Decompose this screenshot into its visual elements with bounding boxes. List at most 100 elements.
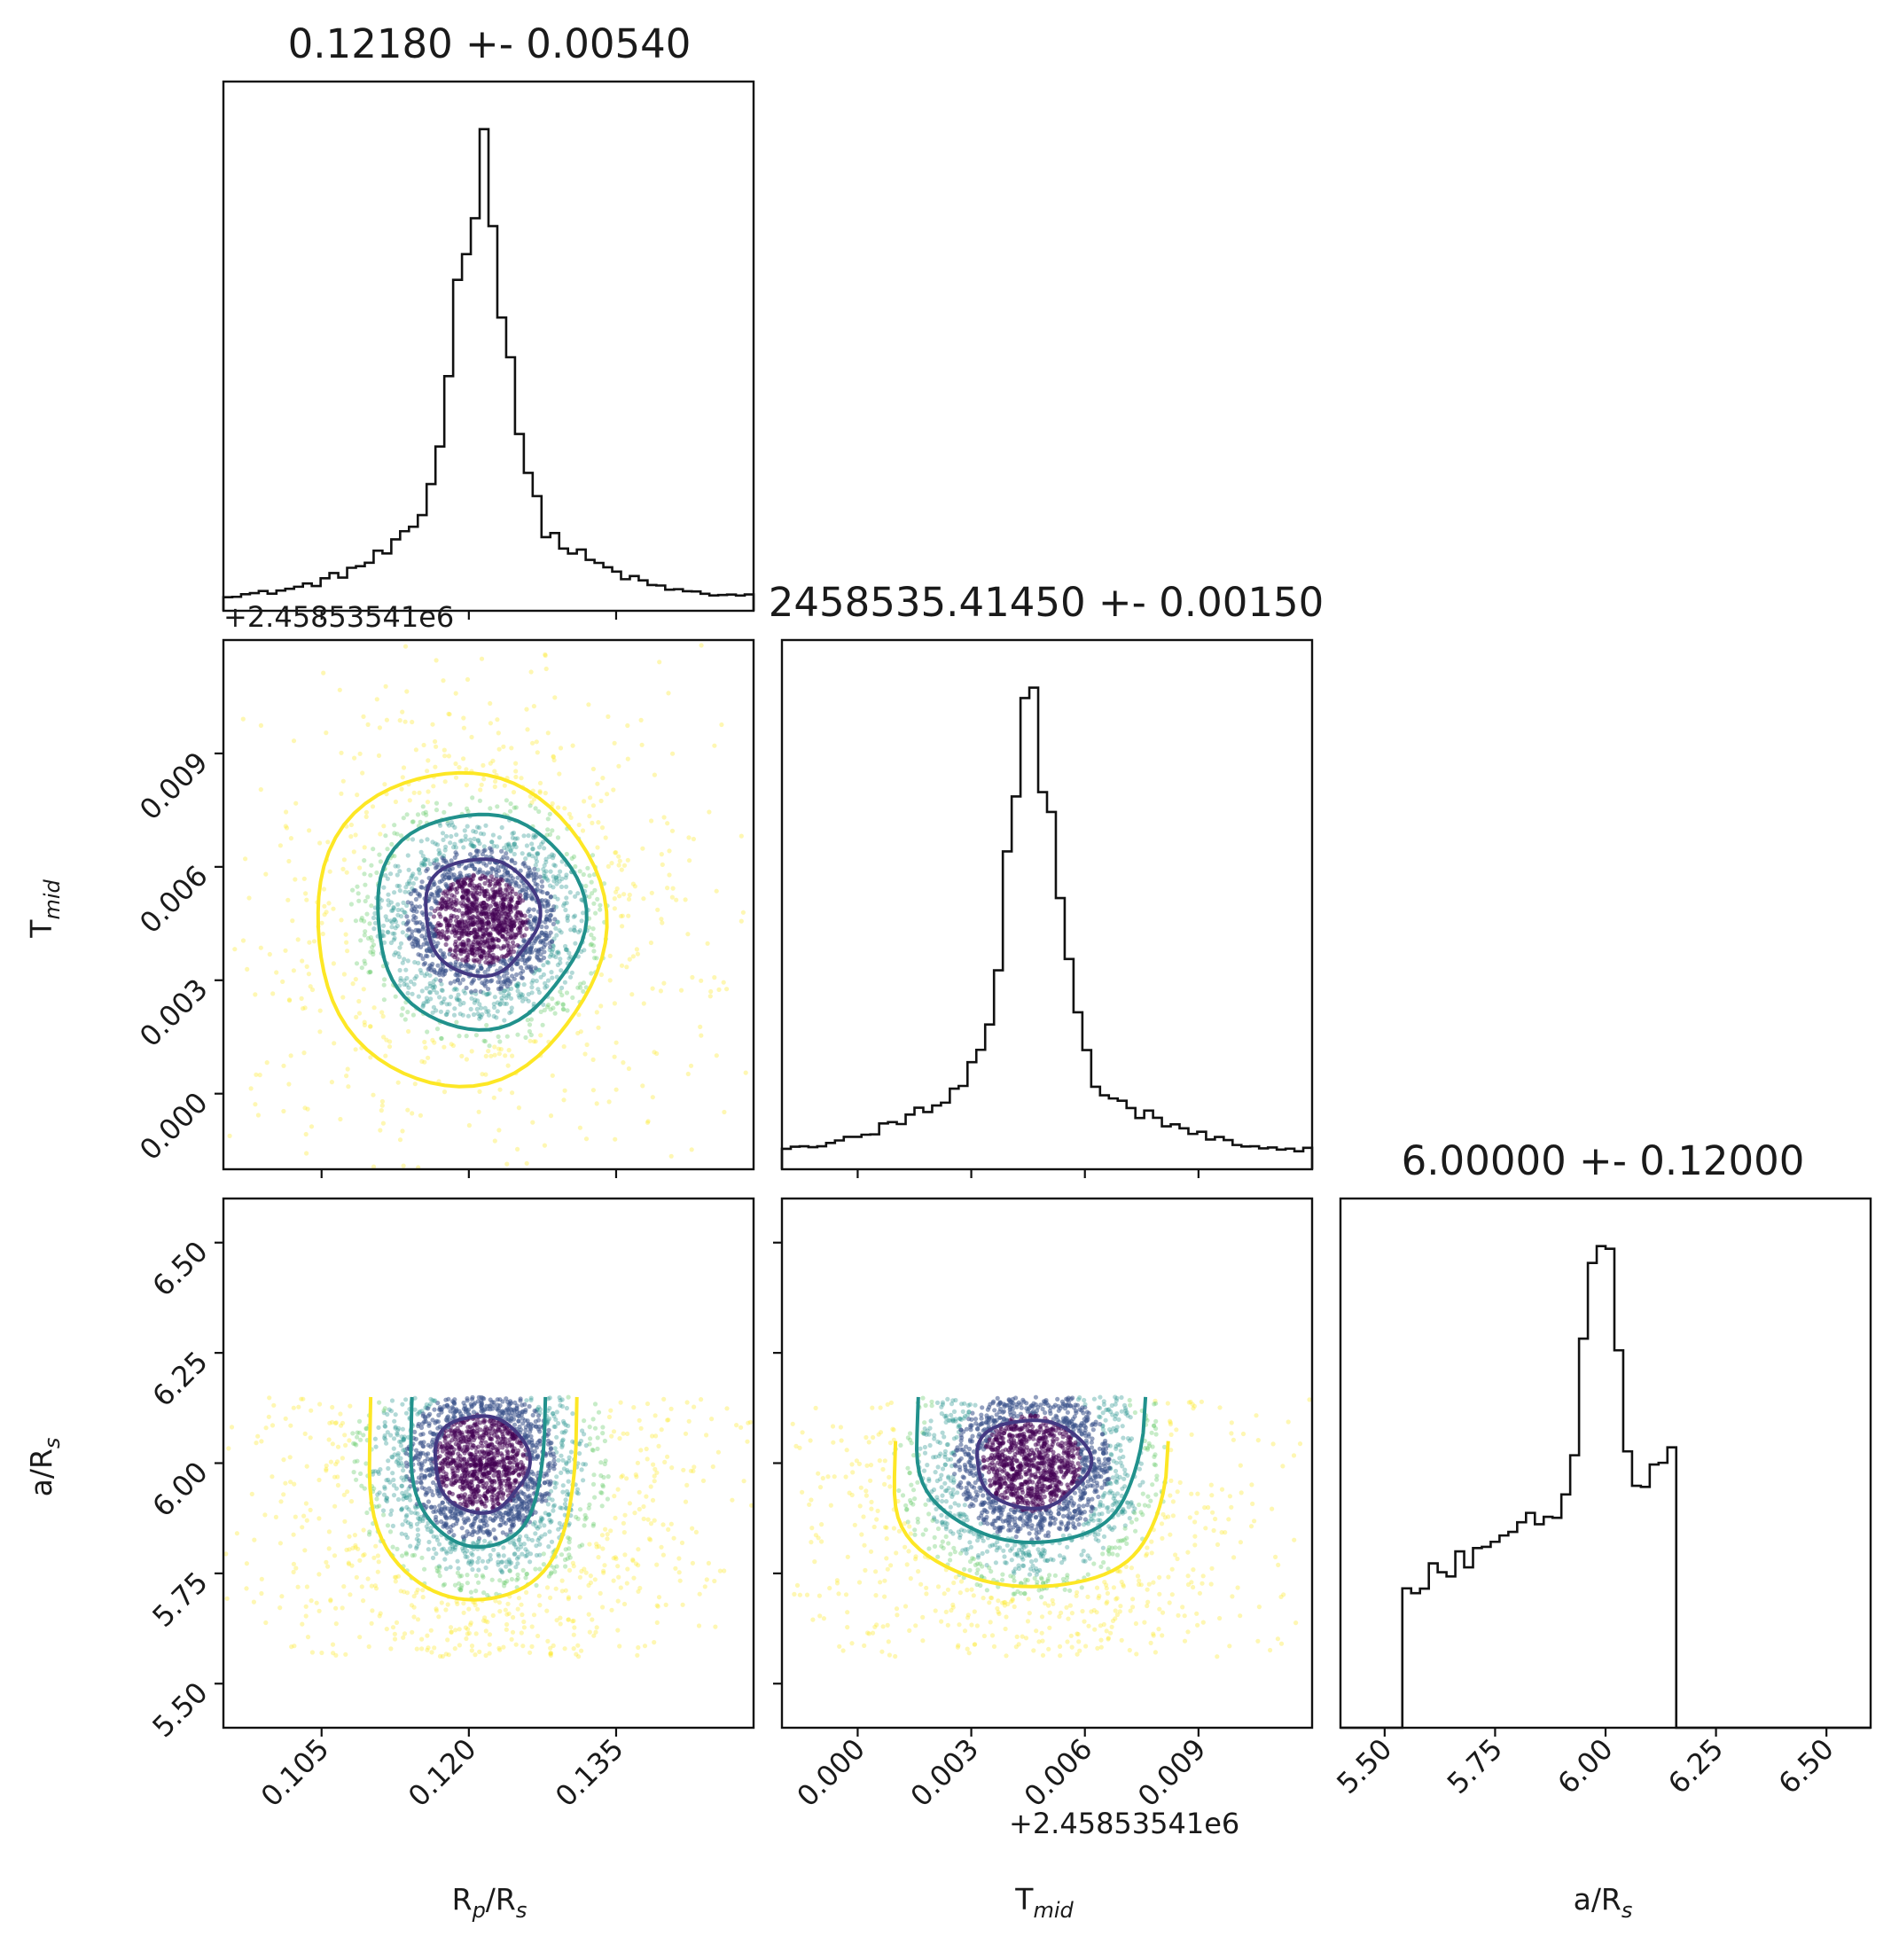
scatter-point (418, 839, 424, 844)
scatter-point (409, 875, 414, 880)
scatter-point (274, 970, 279, 975)
scatter-point (471, 1011, 477, 1018)
scatter-point (679, 1540, 685, 1545)
scatter-point (474, 1006, 480, 1011)
scatter-point (411, 981, 417, 987)
scatter-point (422, 862, 427, 867)
scatter-point (324, 910, 329, 915)
scatter-point (579, 1467, 584, 1472)
scatter-point (513, 891, 519, 897)
scatter-point (430, 1492, 435, 1497)
scatter-point (661, 1396, 667, 1402)
scatter-point (588, 1436, 593, 1441)
scatter-point (348, 822, 354, 828)
scatter-point (506, 1611, 512, 1616)
contours-tmid-vs-rp (316, 770, 609, 1089)
scatter-point (548, 1519, 553, 1525)
scatter-point (303, 891, 309, 896)
scatter-point (444, 925, 450, 930)
scatter-point (401, 1478, 406, 1483)
scatter-point (507, 1011, 512, 1016)
scatter-point (640, 846, 645, 851)
scatter-point (554, 1474, 559, 1480)
scatter-point (428, 996, 434, 1002)
scatter-point (562, 1646, 567, 1652)
scatter-point (548, 1651, 553, 1656)
scatter-point (453, 939, 458, 944)
scatter-point (404, 1464, 410, 1469)
scatter-point (582, 1432, 587, 1437)
scatter-point (508, 1460, 513, 1465)
scatter-point (560, 1002, 566, 1007)
scatter-point (536, 1593, 542, 1598)
scatter-point (574, 1514, 579, 1519)
scatter-point (612, 1494, 617, 1499)
scatter-point (506, 1048, 512, 1053)
scatter-point (417, 790, 422, 795)
scatter-point (391, 1477, 396, 1482)
scatter-point (504, 1481, 510, 1487)
scatter-point (577, 1507, 583, 1512)
scatter-point (636, 1547, 641, 1552)
scatter-point (442, 1514, 448, 1519)
scatter-point (599, 1533, 606, 1538)
scatter-point (563, 1428, 568, 1433)
scatter-point (531, 1001, 536, 1007)
scatter-point (533, 881, 538, 886)
scatter-point (551, 878, 557, 884)
scatter-point (474, 907, 480, 912)
scatter-point (514, 972, 520, 978)
scatter-point (619, 963, 625, 968)
scatter-point (413, 747, 418, 753)
scatter-point (520, 998, 526, 1003)
scatter-point (545, 1638, 551, 1644)
scatter-point (345, 1066, 350, 1072)
scatter-point (495, 944, 501, 949)
scatter-point (480, 1558, 486, 1564)
scatter-point (281, 1457, 286, 1463)
scatter-point (559, 1578, 565, 1583)
scatter-point (678, 988, 684, 993)
scatter-point (445, 821, 450, 826)
scatter-point (326, 1529, 332, 1534)
scatter-point (486, 925, 491, 930)
scatter-point (634, 947, 640, 952)
scatter-point (587, 873, 592, 878)
scatter-point (403, 967, 409, 972)
scatter-point (559, 1589, 565, 1594)
scatter-point (450, 845, 457, 850)
scatter-point (439, 981, 444, 987)
scatter-point (305, 1106, 310, 1112)
scatter-point (380, 1508, 387, 1513)
scatter-point (479, 782, 484, 787)
scatter-point (504, 1453, 511, 1458)
scatter-point (300, 1621, 305, 1627)
scatter-point (658, 988, 664, 994)
scatter-point (456, 1566, 461, 1571)
scatter-point (594, 1101, 599, 1106)
scatter-point (466, 872, 472, 878)
scatter-point (587, 814, 592, 819)
scatter-point (441, 967, 446, 972)
scatter-point (404, 1590, 410, 1596)
scatter-point (428, 1504, 434, 1510)
scatter-point (358, 1437, 363, 1442)
scatter-point (593, 910, 598, 916)
scatter-point (296, 1404, 301, 1409)
scatter-point (377, 1503, 382, 1509)
scatter-point (542, 949, 547, 955)
scatter-point (558, 1505, 563, 1511)
scatter-point (465, 1631, 470, 1636)
scatter-point (520, 954, 526, 959)
scatter-point (461, 1502, 466, 1507)
scatter-point (543, 980, 548, 986)
scatter-point (469, 1049, 474, 1054)
scatter-point (637, 1417, 642, 1423)
scatter-point (551, 904, 557, 910)
scatter-point (342, 1433, 348, 1438)
scatter-point (478, 831, 484, 836)
scatter-point (542, 870, 547, 876)
scatter-point (399, 914, 404, 919)
scatter-point (512, 976, 517, 981)
scatter-point (602, 1438, 608, 1444)
